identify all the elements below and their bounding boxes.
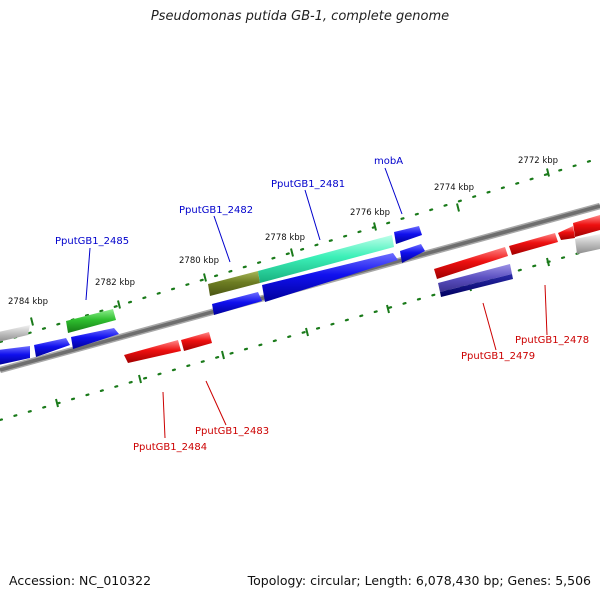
gene-label-2481[interactable]: PputGB1_2481: [271, 179, 345, 190]
reverse-strand-features: [124, 215, 600, 363]
tick-mark-2774: [456, 203, 460, 212]
gene-arrow-2485[interactable]: [66, 309, 116, 333]
tick-mark-2784: [30, 317, 34, 326]
accession-text: Accession: NC_010322: [9, 573, 152, 588]
inner-scale-ring: [0, 245, 600, 422]
gene-arrow[interactable]: [71, 328, 119, 349]
gene-arrow-2478[interactable]: [509, 233, 558, 255]
tick-mark-2778: [290, 248, 294, 257]
tick-label-2784: 2784 kbp: [8, 297, 48, 307]
gene-label-2484[interactable]: PputGB1_2484: [133, 442, 207, 453]
gene-arrow[interactable]: [212, 292, 262, 315]
forward-strand-features: [0, 226, 600, 365]
gene-arrow[interactable]: [0, 346, 30, 365]
tick-mark-2772: [546, 168, 550, 177]
gene-label-2482[interactable]: PputGB1_2482: [179, 205, 253, 216]
feature-band[interactable]: [438, 264, 512, 292]
tick-mark-2782: [117, 300, 121, 309]
gene-arrow[interactable]: [400, 244, 425, 263]
gene-label-2479[interactable]: PputGB1_2479: [461, 351, 535, 362]
tick-label-2778: 2778 kbp: [265, 233, 305, 243]
gene-arrow[interactable]: [262, 253, 398, 302]
tick-label-2780: 2780 kbp: [179, 256, 219, 266]
tick-label-2782: 2782 kbp: [95, 278, 135, 288]
gene-arrow[interactable]: [34, 338, 70, 357]
gene-arrow[interactable]: [558, 226, 575, 240]
gene-arrow[interactable]: [575, 234, 600, 254]
gene-arrow-2483[interactable]: [181, 332, 212, 351]
tick-label-2774: 2774 kbp: [434, 183, 474, 193]
gene-label-mobA[interactable]: mobA: [374, 156, 403, 167]
gene-arrow[interactable]: [573, 215, 600, 237]
gene-label-2483[interactable]: PputGB1_2483: [195, 426, 269, 437]
gene-label-2485[interactable]: PputGB1_2485: [55, 236, 129, 247]
feature-band[interactable]: [440, 274, 513, 297]
label-leaders: [85, 167, 548, 439]
gene-label-2478[interactable]: PputGB1_2478: [515, 335, 589, 346]
gene-arrow-2484[interactable]: [124, 340, 181, 363]
map-title: Pseudomonas putida GB-1, complete genome: [150, 9, 450, 24]
gene-block-2482[interactable]: [208, 271, 260, 296]
tick-mark-2780: [203, 273, 207, 282]
gene-arrow-mobA[interactable]: [394, 226, 422, 244]
tick-label-2776: 2776 kbp: [350, 208, 390, 218]
tick-mark-2776: [373, 222, 377, 231]
gene-block-2481[interactable]: [258, 235, 394, 283]
tick-label-2772: 2772 kbp: [518, 156, 558, 166]
topology-text: Topology: circular; Length: 6,078,430 bp…: [247, 573, 591, 588]
gene-arrow-2479[interactable]: [434, 247, 508, 279]
gene-arrow[interactable]: [0, 325, 30, 342]
outer-scale-ring: [0, 156, 600, 344]
